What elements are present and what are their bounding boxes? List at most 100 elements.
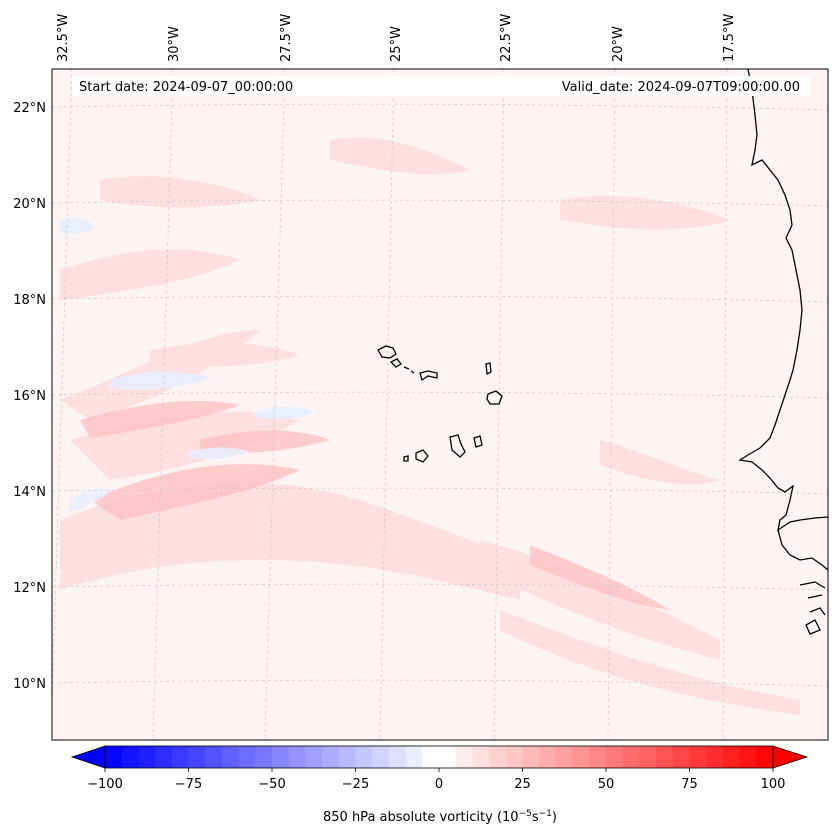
island-sao-vicente <box>389 358 402 368</box>
colorbar-segment <box>555 746 574 768</box>
colorbar-tick-label: 0 <box>435 777 443 792</box>
colorbar-segment <box>589 746 607 768</box>
valid-date-label: Valid_date: 2024-09-07T09:00:00.00 <box>562 80 800 95</box>
meridian-20W <box>607 68 616 741</box>
colorbar: −100 −75 −50 −25 0 25 50 75 100 850 hPa absolute… <box>70 745 809 825</box>
vorticity-field-positive-strong <box>80 400 670 610</box>
colorbar-segment <box>505 746 523 768</box>
parallel-10N <box>51 679 829 687</box>
colorbar-segment <box>272 746 290 768</box>
colorbar-segment <box>288 746 306 768</box>
colorbar-segment <box>388 746 407 768</box>
start-date-label: Start date: 2024-09-07_00:00:00 <box>79 80 293 95</box>
colorbar-extend-min <box>70 745 106 769</box>
island-boa-esperanca <box>419 370 438 382</box>
colorbar-segment <box>455 746 473 768</box>
colorbar-segment <box>539 746 557 768</box>
lat-label: 14°N <box>13 485 46 500</box>
island-brava <box>403 455 409 462</box>
colorbar-segment <box>305 746 323 768</box>
colorbar-segment <box>622 746 640 768</box>
colorbar-tick-label: 100 <box>761 777 786 792</box>
colorbar-segment <box>405 746 423 768</box>
graticule <box>51 68 829 741</box>
colorbar-ticks: −100 −75 −50 −25 0 25 50 75 100 <box>87 768 785 792</box>
parallel-22N <box>51 103 829 111</box>
colorbar-extend-max <box>772 745 809 769</box>
island-sao-nicolau <box>403 366 415 374</box>
lon-label: 20°W <box>611 26 626 62</box>
colorbar-tick-label: 25 <box>514 777 531 792</box>
colorbar-segment <box>322 746 340 768</box>
parallel-14N <box>51 487 829 495</box>
colorbar-tick-label: −25 <box>342 777 369 792</box>
island-sal <box>485 362 492 376</box>
colorbar-segment <box>689 746 707 768</box>
map-panel: Start date: 2024-09-07_00:00:00 Valid_da… <box>51 68 829 741</box>
colorbar-segment <box>439 746 457 768</box>
colorbar-segment <box>656 746 674 768</box>
lat-label: 22°N <box>13 101 46 116</box>
vorticity-field-negative <box>60 217 315 512</box>
lon-label: 17.5°W <box>722 14 737 62</box>
africa-coastline <box>738 68 829 532</box>
colorbar-tick-label: −50 <box>258 777 285 792</box>
colorbar-tick-label: −100 <box>87 777 123 792</box>
lon-label: 30°W <box>167 26 182 62</box>
island-boa-vista <box>486 390 503 405</box>
colorbar-segment <box>706 746 724 768</box>
colorbar-tick-label: 75 <box>681 777 698 792</box>
lon-label: 32.5°W <box>56 14 71 62</box>
colorbar-segment <box>255 746 273 768</box>
meridian-25W <box>379 68 395 741</box>
colorbar-tick-label: 50 <box>598 777 615 792</box>
colorbar-segment <box>155 746 173 768</box>
colorbar-segment <box>422 746 440 768</box>
meridian-30W <box>152 68 174 741</box>
colorbar-segment <box>722 746 741 768</box>
colorbar-segment <box>171 746 189 768</box>
colorbar-segment <box>121 746 139 768</box>
bissagos-islands <box>799 581 826 635</box>
parallel-12N <box>51 583 829 591</box>
colorbar-segment <box>489 746 507 768</box>
colorbar-segment <box>606 746 624 768</box>
colorbar-segment <box>572 746 590 768</box>
coastlines <box>377 68 829 635</box>
island-maio <box>473 435 483 448</box>
colorbar-label: 850 hPa absolute vorticity (10−5s−1) <box>323 809 557 825</box>
colorbar-segment <box>221 746 240 768</box>
colorbar-segment <box>355 746 373 768</box>
colorbar-segment <box>472 746 490 768</box>
lat-label: 10°N <box>13 677 46 692</box>
colorbar-segment <box>138 746 156 768</box>
island-santiago <box>449 434 466 458</box>
colorbar-segment <box>372 746 390 768</box>
lat-label: 18°N <box>13 293 46 308</box>
guinea-coast <box>777 529 829 571</box>
map-frame <box>51 68 829 741</box>
parallel-20N <box>51 199 829 207</box>
colorbar-segment <box>756 746 774 768</box>
meridian-27.5W <box>264 68 286 741</box>
lon-label: 25°W <box>389 26 404 62</box>
header-strip <box>72 76 810 96</box>
island-fogo <box>415 449 429 463</box>
parallel-18N <box>51 295 829 303</box>
colorbar-segment <box>672 746 690 768</box>
colorbar-segment <box>739 746 757 768</box>
lon-label: 22.5°W <box>499 14 514 62</box>
colorbar-segment <box>639 746 657 768</box>
longitude-labels: 32.5°W 30°W 27.5°W 25°W 22.5°W 20°W 17.5… <box>56 14 737 62</box>
colorbar-segment <box>188 746 206 768</box>
colorbar-segments <box>105 746 774 768</box>
meridian-17.5W <box>722 68 728 741</box>
lat-label: 12°N <box>13 581 46 596</box>
colorbar-segment <box>105 746 123 768</box>
colorbar-segment <box>338 746 356 768</box>
lat-label: 20°N <box>13 197 46 212</box>
island-santo-antao <box>377 345 397 359</box>
parallel-16N <box>51 391 829 399</box>
lon-label: 27.5°W <box>279 14 294 62</box>
